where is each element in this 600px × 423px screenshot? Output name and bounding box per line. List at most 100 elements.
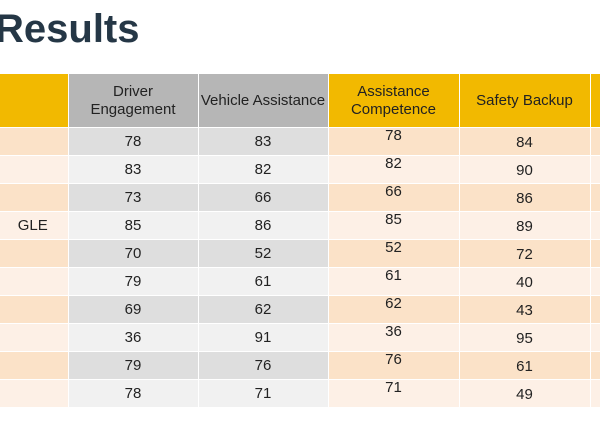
cell-driver-engagement-value: 36 [124,329,142,346]
table-row: 73 66 66 86 [0,183,600,212]
cell-vehicle-name [0,127,69,156]
page-title: Results [0,7,140,51]
cell-driver-engagement-value: 78 [124,385,142,402]
cell-assistance-competence-value: 71 [385,379,402,397]
cell-vehicle-assistance: 52 [198,239,329,268]
cell-safety-backup: 89 [459,211,591,240]
cell-safety-backup-value: 49 [516,386,533,403]
cell-safety-backup-value: 61 [516,358,533,375]
cell-assistance-competence: 61 [328,267,460,296]
cell-driver-engagement-value: 73 [124,189,142,206]
column-header-safety-backup: Safety Backup [459,74,591,128]
cell-vehicle-name [0,239,69,268]
table-row: 79 61 61 40 [0,267,600,296]
table-row: 36 91 36 95 [0,323,600,352]
cell-vehicle-assistance-value: 71 [254,385,272,402]
cell-assistance-competence-value: 62 [385,295,402,313]
column-header-assistance-competence: Assistance Competence [328,74,460,128]
results-table: Driver Engagement Vehicle Assistance Ass… [0,74,600,408]
table-row: 78 83 78 84 [0,127,600,156]
cell-edge [590,127,600,156]
cell-vehicle-assistance-value: 62 [254,301,272,318]
table-row: 83 82 82 90 [0,155,600,184]
cell-vehicle-assistance-value: 61 [254,273,272,290]
cell-assistance-competence: 78 [328,127,460,156]
column-header-vehicle-assistance: Vehicle Assistance [198,74,329,128]
cell-driver-engagement: 70 [68,239,199,268]
table-row: 69 62 62 43 [0,295,600,324]
cell-driver-engagement-value: 69 [124,301,142,318]
cell-assistance-competence-value: 85 [385,211,402,229]
table-row: GLE 85 86 85 89 [0,211,600,240]
column-header-name [0,74,69,128]
cell-safety-backup-value: 89 [516,218,533,235]
cell-vehicle-name [0,155,69,184]
cell-driver-engagement: 69 [68,295,199,324]
cell-edge [590,351,600,380]
cell-safety-backup: 61 [459,351,591,380]
table-row: 79 76 76 61 [0,351,600,380]
cell-vehicle-name [0,323,69,352]
cell-driver-engagement: 79 [68,267,199,296]
cell-driver-engagement-value: 78 [124,133,142,150]
cell-vehicle-assistance: 83 [198,127,329,156]
cell-vehicle-assistance: 66 [198,183,329,212]
cell-edge [590,267,600,296]
cell-driver-engagement: 73 [68,183,199,212]
cell-edge [590,239,600,268]
cell-vehicle-assistance: 86 [198,211,329,240]
cell-vehicle-assistance-value: 52 [254,245,272,262]
cell-safety-backup: 49 [459,379,591,408]
cell-vehicle-name: GLE [0,211,69,240]
cell-edge [590,183,600,212]
cell-assistance-competence-value: 36 [385,323,402,341]
cell-vehicle-name-value: GLE [17,217,48,234]
cell-edge [590,323,600,352]
cell-vehicle-name [0,183,69,212]
cell-driver-engagement: 83 [68,155,199,184]
cell-driver-engagement: 78 [68,379,199,408]
cell-assistance-competence: 71 [328,379,460,408]
table-header-row: Driver Engagement Vehicle Assistance Ass… [0,74,600,128]
cell-assistance-competence: 66 [328,183,460,212]
cell-safety-backup: 95 [459,323,591,352]
cell-assistance-competence: 82 [328,155,460,184]
cell-vehicle-name [0,379,69,408]
cell-vehicle-assistance-value: 76 [254,357,272,374]
cell-driver-engagement-value: 70 [124,245,142,262]
cell-driver-engagement: 36 [68,323,199,352]
cell-driver-engagement: 79 [68,351,199,380]
cell-assistance-competence-value: 61 [385,267,402,285]
cell-vehicle-assistance-value: 91 [254,329,272,346]
cell-vehicle-assistance: 76 [198,351,329,380]
cell-safety-backup-value: 95 [516,330,533,347]
cell-driver-engagement: 78 [68,127,199,156]
cell-vehicle-name [0,295,69,324]
cell-safety-backup: 90 [459,155,591,184]
cell-safety-backup-value: 72 [516,246,533,263]
cell-safety-backup-value: 43 [516,302,533,319]
cell-safety-backup: 86 [459,183,591,212]
cell-vehicle-name [0,351,69,380]
cell-vehicle-name [0,267,69,296]
cell-vehicle-assistance: 91 [198,323,329,352]
cell-assistance-competence: 52 [328,239,460,268]
cell-edge [590,295,600,324]
cell-safety-backup: 40 [459,267,591,296]
cell-driver-engagement-value: 79 [124,357,142,374]
cell-driver-engagement-value: 79 [124,273,142,290]
cell-safety-backup: 84 [459,127,591,156]
cell-edge [590,155,600,184]
cell-assistance-competence-value: 78 [385,127,402,145]
cell-edge [590,211,600,240]
table-row: 70 52 52 72 [0,239,600,268]
cell-safety-backup-value: 84 [516,134,533,151]
cell-safety-backup-value: 86 [516,190,533,207]
cell-safety-backup: 72 [459,239,591,268]
cell-vehicle-assistance-value: 83 [254,133,272,150]
column-header-driver-engagement: Driver Engagement [68,74,199,128]
column-header-edge [590,74,600,128]
cell-assistance-competence: 85 [328,211,460,240]
cell-vehicle-assistance: 82 [198,155,329,184]
cell-assistance-competence-value: 76 [385,351,402,369]
